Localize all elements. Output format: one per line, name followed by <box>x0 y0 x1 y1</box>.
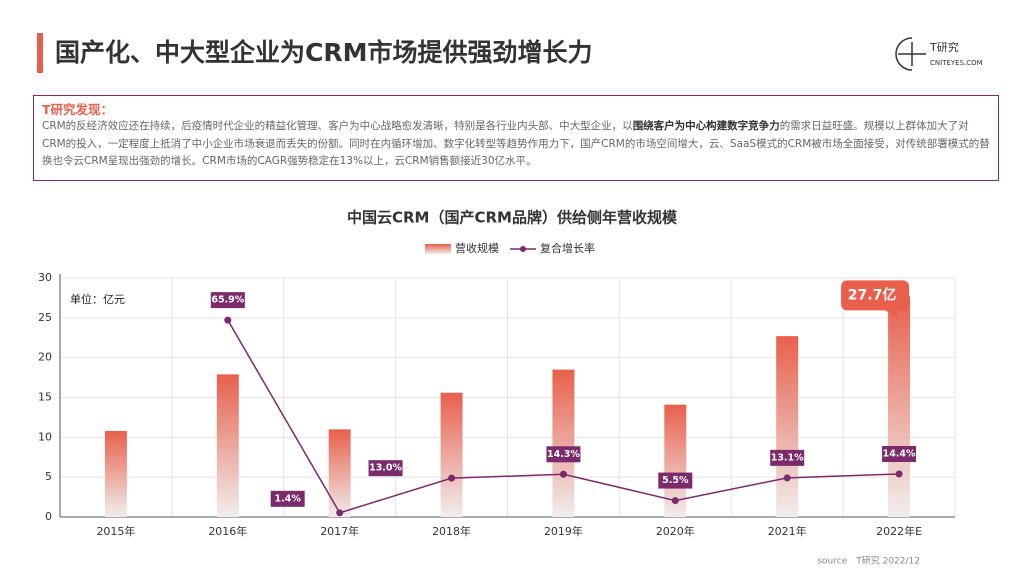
bar <box>104 430 127 517</box>
value-label-box <box>882 445 917 462</box>
slide-title: 国产化、中大型企业为CRM市场提供强劲增长力 <box>55 38 592 67</box>
y-tick-label: 25 <box>38 311 52 324</box>
x-tick-label: 2021年 <box>768 524 807 538</box>
source: source T研究 2022/12 <box>817 555 920 567</box>
bar <box>328 429 351 517</box>
finding-bold: 围绕客户为中心构建数字竞争力 <box>632 120 780 132</box>
y-tick-label: 0 <box>45 510 52 523</box>
legend-swatch <box>425 244 451 254</box>
finding-text: 的需求日益旺盛。规模以上群体加大了对CRM的投入，一定程度上抵消了中小企业市场衰… <box>42 120 990 167</box>
line-value-label: 5.5% <box>662 475 689 486</box>
logo-icon <box>895 37 926 71</box>
x-tick-label: 2017年 <box>320 524 359 538</box>
legend-swatch <box>520 246 526 252</box>
legend-label: 复合增长率 <box>540 241 595 255</box>
unit-label: 单位：亿元 <box>70 292 125 306</box>
logo-name: T研究 <box>929 40 959 54</box>
line-point <box>448 474 456 482</box>
bar <box>776 336 799 517</box>
bar <box>440 392 463 517</box>
value-label-box <box>210 292 245 309</box>
line-value-label: 14.4% <box>883 448 916 459</box>
finding-text: CRM的反经济效应还在持续，后疫情时代企业的精益化管理、客户为中心战略愈发清晰，… <box>42 120 633 132</box>
y-tick-label: 30 <box>38 271 52 284</box>
line-value-label: 65.9% <box>211 295 244 306</box>
value-label-box <box>546 446 581 463</box>
y-tick-label: 20 <box>38 351 52 364</box>
line-value-label: 13.1% <box>771 452 804 463</box>
line-value-label: 1.4% <box>275 493 302 504</box>
y-tick-label: 10 <box>38 430 52 443</box>
x-tick-label: 2020年 <box>656 524 695 538</box>
line-point <box>783 474 791 482</box>
bar-value-label: 27.7亿 <box>848 286 897 303</box>
value-label-box <box>270 490 305 507</box>
x-tick-label: 2022年E <box>876 524 922 538</box>
finding-box: T研究发现： CRM的反经济效应还在持续，后疫情时代企业的精益化管理、客户为中心… <box>33 95 999 181</box>
callout <box>841 280 910 319</box>
logo-site: CNITEYES.COM <box>930 59 983 67</box>
y-tick-label: 5 <box>45 470 52 483</box>
value-label-box <box>770 449 805 466</box>
x-tick-label: 2015年 <box>96 524 135 538</box>
x-tick-label: 2019年 <box>544 524 583 538</box>
x-tick-label: 2018年 <box>432 524 471 538</box>
finding-heading: T研究发现： <box>42 102 114 117</box>
line-point <box>224 316 232 324</box>
bar <box>888 296 911 517</box>
bar <box>216 374 239 517</box>
title-accent <box>37 33 43 73</box>
chart-title: 中国云CRM（国产CRM品牌）供给侧年营收规模 <box>347 209 678 227</box>
legend-label: 营收规模 <box>455 241 499 255</box>
x-tick-label: 2016年 <box>208 524 247 538</box>
line-point <box>895 470 903 478</box>
value-label-box <box>658 472 693 489</box>
line-point <box>559 470 567 478</box>
y-tick-label: 15 <box>38 391 52 404</box>
bar <box>664 404 687 517</box>
line-value-label: 14.3% <box>547 449 580 460</box>
line-point <box>671 497 679 505</box>
value-label-box <box>368 460 403 477</box>
line-point <box>336 509 344 517</box>
bar <box>552 369 575 517</box>
line-value-label: 13.0% <box>369 463 402 474</box>
